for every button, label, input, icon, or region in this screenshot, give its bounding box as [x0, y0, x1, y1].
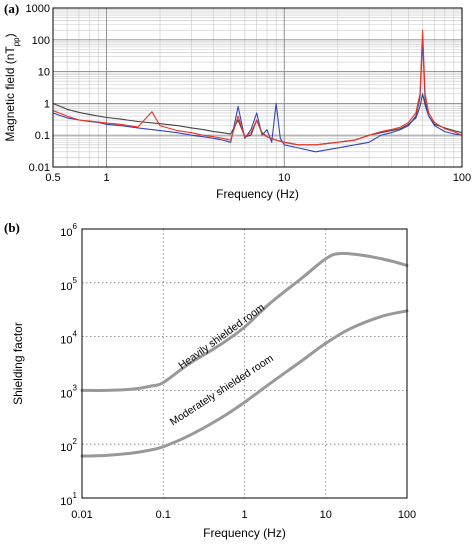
y-title-main: Magnetic field (nT [3, 46, 17, 142]
tick-base: 10 [60, 281, 72, 293]
tick-exponent: 2 [73, 437, 78, 446]
y-title-subscript: pp [12, 37, 21, 46]
tick-exponent: 4 [73, 330, 78, 339]
panel-a-y-tick-label: 10 [38, 67, 50, 79]
panel-a-x-tick-label: 10 [278, 172, 290, 184]
tick-base: 10 [60, 442, 72, 454]
panel-a: 0.5 1 10 100 0.01 0.1 1 10 100 1000 (a) Frequency (… [3, 1, 471, 201]
panel-a-y-tick-label: 0.01 [29, 162, 50, 174]
panel-b-y-tick-label: 101 [60, 491, 77, 508]
panel-a-y-axis-title: Magnetic field (nTpp) [3, 33, 21, 141]
panel-b-y-tick-label: 102 [60, 437, 77, 454]
tick-exponent: 5 [73, 276, 78, 285]
tick-base: 10 [60, 388, 72, 400]
tick-base: 10 [60, 496, 72, 508]
panel-a-x-tick-label: 100 [453, 172, 471, 184]
panel-a-plot-frame [52, 7, 463, 168]
panel-b-y-axis-title: Shielding factor [11, 322, 25, 405]
tick-base: 10 [60, 227, 72, 239]
panel-b-y-tick-label: 106 [60, 222, 77, 239]
panel-a-series-1 [52, 93, 463, 146]
panel-b-x-tick-label: 10 [320, 509, 332, 521]
annotation-heavily-shielded-room: Heavily shielded room [176, 301, 267, 372]
panel-b-x-tick-label: 0.1 [156, 509, 171, 521]
panel-a-y-tick-label: 100 [32, 35, 50, 47]
panel-a-x-axis-title: Frequency (Hz) [216, 187, 299, 201]
panel-a-x-tick-label: 0.5 [45, 172, 60, 184]
panel-b-y-tick-label: 103 [60, 383, 77, 400]
panel-b-x-tick-label: 100 [398, 509, 416, 521]
panel-a-y-tick-label: 1000 [26, 3, 50, 15]
panel-a-x-tick-label: 1 [103, 172, 109, 184]
panel-b-x-tick-label: 0.01 [71, 509, 92, 521]
panel-a-minor-grid [53, 8, 462, 167]
panel-a-series-2 [52, 39, 463, 153]
panel-a-y-tick-label: 0.1 [35, 130, 50, 142]
panel-a-major-grid [53, 8, 462, 167]
panel-b-y-tick-label: 104 [60, 330, 77, 347]
panel-b-letter: (b) [4, 220, 20, 235]
tick-exponent: 1 [73, 491, 78, 500]
panel-b-grid [82, 229, 407, 498]
panel-a-letter: (a) [4, 1, 19, 16]
panel-a-y-tick-label: 1 [44, 98, 50, 110]
curve-moderately-shielded-room [80, 309, 409, 458]
curve-heavily-shielded-room [80, 251, 409, 392]
tick-exponent: 3 [73, 383, 78, 392]
tick-exponent: 6 [73, 222, 78, 231]
panel-b-plot-frame [81, 228, 408, 499]
panel-b-x-tick-label: 1 [241, 509, 247, 521]
tick-base: 10 [60, 335, 72, 347]
panel-b-y-tick-label: 105 [60, 276, 77, 293]
panel-b-x-axis-title: Frequency (Hz) [203, 526, 286, 540]
panel-a-series-3 [52, 29, 463, 146]
y-title-end: ) [3, 33, 17, 37]
